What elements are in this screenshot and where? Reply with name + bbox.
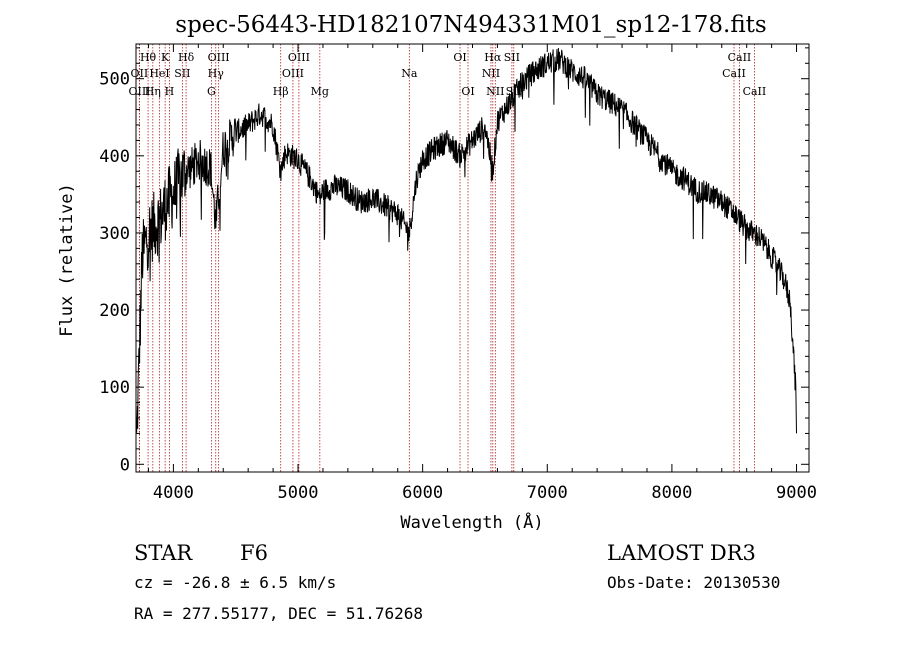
x-tick-label: 8000 bbox=[651, 483, 692, 503]
redshift-cz: cz = -26.8 ± 6.5 km/s bbox=[134, 573, 336, 592]
x-tick-label: 6000 bbox=[402, 483, 443, 503]
spectral-line-label: SII bbox=[504, 51, 520, 64]
object-class: STAR bbox=[134, 541, 193, 565]
x-axis-label: Wavelength (Å) bbox=[400, 511, 543, 533]
spectral-line-label: NII bbox=[482, 67, 500, 80]
spectral-line-label: CaII bbox=[743, 85, 767, 98]
spectral-line-label: H bbox=[165, 85, 175, 98]
x-tick-label: 7000 bbox=[527, 483, 568, 503]
spectral-line-label: HeI bbox=[149, 67, 169, 80]
spectral-line-label: Hη bbox=[145, 85, 161, 98]
x-tick-label: 5000 bbox=[278, 483, 319, 503]
spectral-line-label: Mg bbox=[311, 85, 329, 98]
spectral-line-label: OIII bbox=[208, 51, 230, 64]
observation-date: Obs-Date: 20130530 bbox=[607, 573, 780, 592]
spectral-line-label: NII bbox=[486, 85, 504, 98]
spectral-line-label: OIII bbox=[282, 67, 304, 80]
spectral-line-label: OIII bbox=[128, 85, 150, 98]
spectral-line-label: OI bbox=[453, 51, 466, 64]
x-tick-label: 9000 bbox=[776, 483, 817, 503]
y-tick-label: 0 bbox=[120, 455, 130, 475]
spectral-line-label: Hδ bbox=[178, 51, 195, 64]
spectral-line-label: CaII bbox=[728, 51, 752, 64]
spectral-line-markers bbox=[138, 44, 755, 472]
spectral-line-label: G bbox=[207, 85, 216, 98]
spectral-line-label: Hα bbox=[484, 51, 502, 64]
x-axis-ticks: 4000 5000 6000 7000 8000 9000 bbox=[147, 44, 817, 503]
y-tick-label: 300 bbox=[99, 224, 130, 244]
plot-frame bbox=[135, 43, 810, 473]
spectral-line-labels: Hθ OII OIII K HeI Hη Hδ SII H OIII Hγ G Hβ OIII OIII Mg… bbox=[128, 51, 766, 98]
spectral-line-label: Hβ bbox=[273, 85, 289, 98]
spectral-line-label: OII bbox=[131, 67, 149, 80]
survey-name: LAMOST DR3 bbox=[607, 541, 756, 565]
y-axis-ticks: 0 100 200 300 400 500 bbox=[99, 47, 809, 475]
y-tick-label: 200 bbox=[99, 301, 130, 321]
x-tick-label: 4000 bbox=[153, 483, 194, 503]
spectral-line-label: Na bbox=[401, 67, 418, 80]
spectral-line-label: OI bbox=[461, 85, 474, 98]
spectrum-series-line bbox=[136, 47, 797, 434]
spectral-line-label: K bbox=[161, 51, 170, 64]
spectral-line-label: CaII bbox=[722, 67, 746, 80]
coordinates: RA = 277.55177, DEC = 51.76268 bbox=[134, 604, 423, 623]
y-tick-label: 100 bbox=[99, 378, 130, 398]
spectral-line-label: SII bbox=[174, 67, 190, 80]
spectral-line-label: OIII bbox=[288, 51, 310, 64]
y-tick-label: 500 bbox=[99, 70, 130, 90]
y-tick-label: 400 bbox=[99, 147, 130, 167]
spectral-line-label: Hθ bbox=[140, 51, 157, 64]
y-axis-label: Flux (relative) bbox=[57, 183, 77, 337]
object-subclass: F6 bbox=[240, 541, 268, 565]
chart-title: spec-56443-HD182107N494331M01_sp12-178.f… bbox=[175, 12, 766, 38]
spectral-line-label: Hγ bbox=[208, 67, 225, 80]
